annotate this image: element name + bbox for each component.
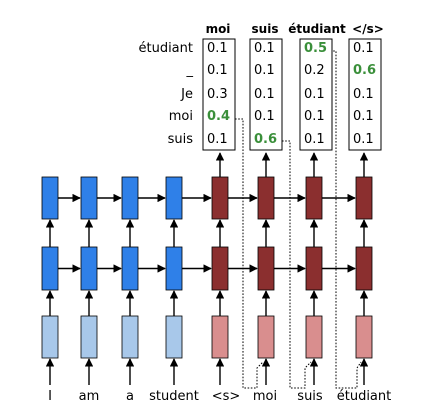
encoder-hidden-top-cell [165,176,183,220]
softmax-value: 0.1 [254,87,275,102]
softmax-box [249,38,283,151]
feedback-connections [235,50,362,389]
decoder-embedding-cell [211,315,229,359]
output-word-header: </s> [352,22,384,36]
source-token-2: a [126,389,134,404]
softmax-value-max: 0.4 [207,109,230,124]
vocab-word: Je [180,87,193,102]
softmax-box [202,38,236,151]
decoder-hidden-top-cell [257,176,275,220]
softmax-value-max: 0.6 [353,63,376,78]
decoder-hidden-top-cell [355,176,373,220]
target-token-5: moi [253,389,277,404]
encoder-hidden-bottom-cell [121,246,139,291]
decoder-hidden-bottom-cell [305,246,323,291]
decoder-hidden-bottom-cell [355,246,373,291]
encoder-hidden-top-cell [41,176,59,220]
feedback-line [330,50,362,389]
vocab-word: moi [169,109,193,124]
vocab-word: _ [186,63,194,78]
encoder-embedding-cell [165,315,183,359]
decoder-hidden-bottom-cell [257,246,275,291]
softmax-boxes: 0.1 0.1 0.3 0.4 0.1 0.1 0.1 0.1 0.1 0.6 0.5 0.2 0.1 0… [202,38,382,151]
decoder-embedding-cell [355,315,373,359]
softmax-value: 0.1 [353,132,374,147]
source-token-1: am [79,389,100,404]
encoder-embedding-cell [41,315,59,359]
encoder-hidden-bottom-cell [165,246,183,291]
rnn-cells [41,176,373,359]
feedback-line [235,118,264,389]
softmax-value: 0.3 [207,87,228,102]
vocab-word: étudiant [138,41,193,56]
softmax-value: 0.1 [304,87,325,102]
target-token-4: <s> [212,389,241,404]
output-word-header: moi [206,22,231,36]
encoder-hidden-bottom-cell [41,246,59,291]
softmax-value: 0.1 [254,41,275,56]
softmax-value: 0.1 [207,41,228,56]
softmax-value: 0.1 [207,63,228,78]
decoder-hidden-top-cell [305,176,323,220]
decoder-hidden-top-cell [211,176,229,220]
encoder-hidden-top-cell [80,176,98,220]
softmax-box [299,38,333,151]
softmax-box [348,38,382,151]
vocab-word: suis [168,132,194,147]
source-token-0: I [48,389,52,404]
softmax-value: 0.1 [207,132,228,147]
softmax-value: 0.1 [304,132,325,147]
source-token-3: student [149,389,199,404]
encoder-hidden-bottom-cell [80,246,98,291]
target-token-6: suis [297,389,323,404]
encoder-embedding-cell [80,315,98,359]
softmax-value: 0.1 [353,41,374,56]
decoder-hidden-bottom-cell [211,246,229,291]
target-token-7: étudiant [337,389,392,404]
decoder-embedding-cell [305,315,323,359]
output-word-header: étudiant [288,22,346,36]
feedback-line [282,140,312,389]
softmax-value-max: 0.6 [254,132,277,147]
encoder-hidden-top-cell [121,176,139,220]
decoder-embedding-cell [257,315,275,359]
softmax-value: 0.2 [304,63,325,78]
softmax-value: 0.1 [353,109,374,124]
softmax-value: 0.1 [254,109,275,124]
output-word-header: suis [252,22,279,36]
encoder-embedding-cell [121,315,139,359]
softmax-value: 0.1 [353,87,374,102]
softmax-value-max: 0.5 [304,41,327,56]
connection-arrows [45,152,369,385]
softmax-value: 0.1 [304,109,325,124]
softmax-value: 0.1 [254,63,275,78]
